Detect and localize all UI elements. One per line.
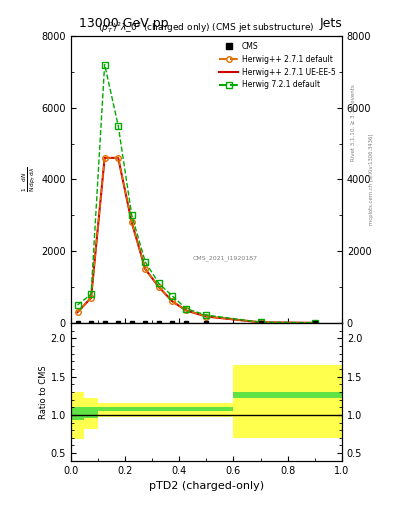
Title: $(p_T^D)^2\lambda\_0^2$ (charged only) (CMS jet substructure): $(p_T^D)^2\lambda\_0^2$ (charged only) (… [98, 20, 314, 35]
Text: 13000 GeV pp: 13000 GeV pp [79, 16, 168, 30]
Text: CMS_2021_I1920187: CMS_2021_I1920187 [193, 256, 258, 262]
Text: Jets: Jets [319, 16, 342, 30]
Text: Rivet 3.1.10, ≥ 3.1M events: Rivet 3.1.10, ≥ 3.1M events [351, 84, 356, 161]
Legend: CMS, Herwig++ 2.7.1 default, Herwig++ 2.7.1 UE-EE-5, Herwig 7.2.1 default: CMS, Herwig++ 2.7.1 default, Herwig++ 2.… [217, 39, 338, 92]
Text: mcplots.cern.ch [arXiv:1306.3436]: mcplots.cern.ch [arXiv:1306.3436] [369, 134, 374, 225]
Y-axis label: Ratio to CMS: Ratio to CMS [39, 365, 48, 419]
X-axis label: pTD2 (charged-only): pTD2 (charged-only) [149, 481, 264, 491]
Y-axis label: $\frac{1}{\mathrm{N}}\frac{\mathrm{d}N}{\mathrm{d}p_T\,\mathrm{d}\lambda}$: $\frac{1}{\mathrm{N}}\frac{\mathrm{d}N}{… [21, 166, 39, 192]
